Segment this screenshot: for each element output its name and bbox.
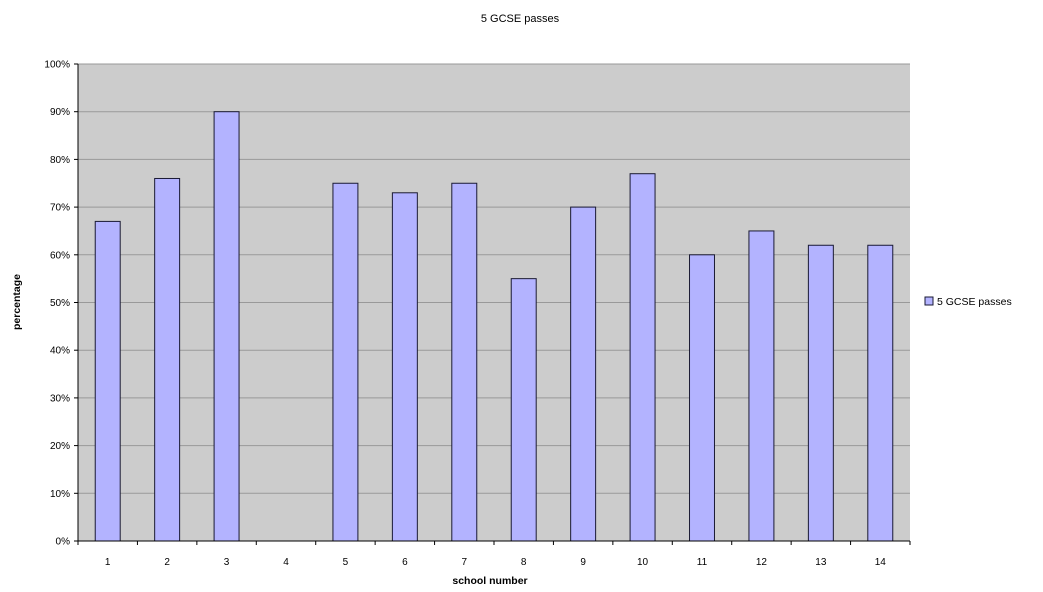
bar <box>807 244 834 542</box>
y-axis-ticks: 0% 10% 20% 30% 40% 50% 60% 70% 80% 90% 100% <box>44 60 78 548</box>
bar <box>748 230 775 542</box>
x-tick-label: 14 <box>875 557 887 568</box>
x-tick-label: 7 <box>462 557 468 568</box>
bar <box>213 111 240 542</box>
x-tick-label: 1 <box>105 557 111 568</box>
x-tick-label: 9 <box>580 557 586 568</box>
x-tick-label: 2 <box>164 557 170 568</box>
y-tick-label: 50% <box>50 298 70 309</box>
bar <box>94 220 121 542</box>
x-tick-label: 3 <box>224 557 230 568</box>
y-tick-label: 60% <box>50 250 70 261</box>
y-tick-label: 10% <box>50 489 70 500</box>
legend: 5 GCSE passes <box>924 296 1012 308</box>
bar <box>391 192 418 542</box>
x-tick-label: 8 <box>521 557 527 568</box>
x-tick-label: 10 <box>637 557 649 568</box>
bar <box>510 278 537 542</box>
y-tick-label: 70% <box>50 203 70 214</box>
bar <box>629 173 656 542</box>
legend-swatch <box>924 296 934 306</box>
x-tick-label: 12 <box>756 557 768 568</box>
y-tick-label: 30% <box>50 393 70 404</box>
y-tick-label: 0% <box>56 537 71 548</box>
x-tick-label: 11 <box>697 557 708 568</box>
bar <box>570 206 597 542</box>
y-tick-label: 90% <box>50 107 70 118</box>
y-tick-label: 80% <box>50 155 70 166</box>
bar <box>451 182 478 542</box>
x-tick-label: 4 <box>283 557 289 568</box>
bar <box>689 254 715 542</box>
x-tick-label: 13 <box>815 557 827 568</box>
x-tick-label: 6 <box>402 557 408 568</box>
chart-title: 5 GCSE passes <box>481 13 560 25</box>
y-tick-label: 40% <box>50 346 70 357</box>
bar-series <box>94 111 894 542</box>
y-axis-label: percentage <box>11 274 23 330</box>
x-tick-label: 5 <box>343 557 349 568</box>
bar <box>154 177 181 542</box>
bar <box>332 182 359 542</box>
y-tick-label: 20% <box>50 441 70 452</box>
x-axis-ticks: 1 2 3 4 5 6 7 8 9 10 11 12 13 14 <box>77 541 911 568</box>
x-axis-label: school number <box>452 575 527 587</box>
legend-label: 5 GCSE passes <box>937 296 1012 308</box>
bar <box>867 244 894 542</box>
y-tick-label: 100% <box>44 60 70 71</box>
